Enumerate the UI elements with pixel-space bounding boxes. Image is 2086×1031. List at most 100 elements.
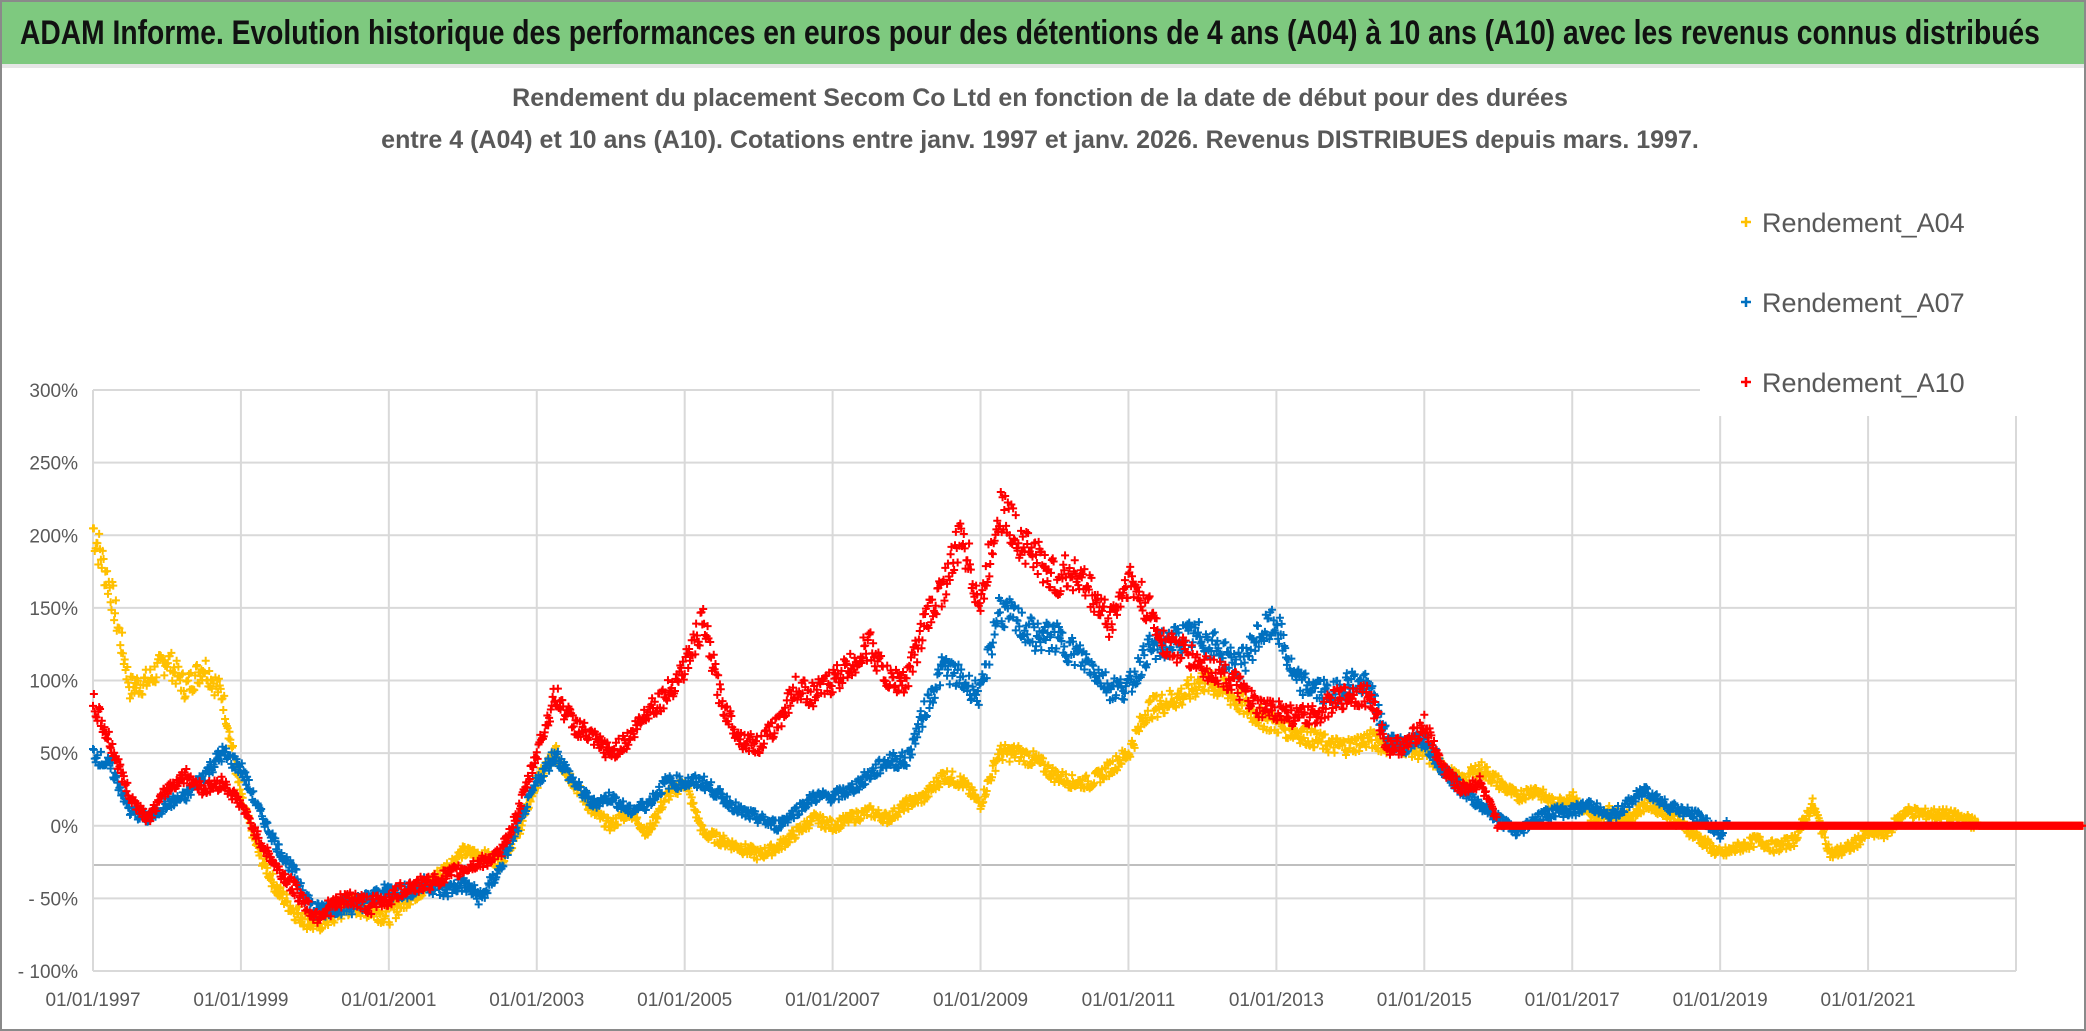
data-point [186,668,195,677]
data-point [1235,707,1244,716]
data-point [1177,684,1186,693]
data-point [172,656,181,665]
data-point [1210,628,1219,637]
data-point [385,920,394,929]
data-point [1281,725,1290,734]
data-point [1142,716,1151,725]
data-point [1005,757,1014,766]
data-point [1277,619,1286,628]
data-point [118,628,127,637]
data-point [89,524,98,533]
data-point [689,798,698,807]
data-point [1221,638,1230,647]
data-point [171,679,180,688]
data-point [916,707,925,716]
data-point [123,662,132,671]
data-point [1090,779,1099,788]
data-point [893,812,902,821]
data-point [990,630,999,639]
data-point [552,742,561,751]
data-point [120,655,129,664]
data-point [1160,709,1169,718]
data-point [98,546,107,555]
data-point [317,924,326,933]
data-point [1153,712,1162,721]
data-point [181,692,190,701]
data-point [752,855,761,864]
data-point [1141,710,1150,719]
data-point [201,656,210,665]
data-point [1241,666,1250,675]
data-point [987,773,996,782]
data-point [192,661,201,670]
data-point [613,820,622,829]
gridlines [92,389,2017,972]
data-point [553,684,562,693]
data-point [666,792,675,801]
data-point [103,589,112,598]
data-point [116,641,125,650]
data-point [924,792,933,801]
data-point [394,910,403,919]
data-point [95,529,104,538]
data-point [895,808,904,817]
data-point [982,786,991,795]
data-point [167,648,176,657]
data-point [1068,771,1077,780]
data-point [1186,694,1195,703]
data-point [1028,758,1037,767]
data-point [1135,727,1144,736]
data-point [236,785,245,794]
data-point [936,779,945,788]
data-point [945,680,954,689]
data-point [695,641,704,650]
data-point [862,811,871,820]
data-point [974,700,983,709]
data-point [693,808,702,817]
data-point [106,598,115,607]
data-point [263,863,272,872]
data-point [330,918,339,927]
data-point [964,779,973,788]
data-point [1039,754,1048,763]
data-point [118,649,127,658]
data-point [103,567,112,576]
data-point [200,669,209,678]
data-point [1253,622,1262,631]
data-point [1105,772,1114,781]
data-point [133,676,142,685]
data-point [526,797,535,806]
data-point [1361,669,1370,678]
data-point [110,616,119,625]
data-point [1157,690,1166,699]
series-Rendement_A07 [89,593,1732,921]
data-point [89,689,98,698]
data-point [1371,731,1380,740]
data-point [99,555,108,564]
data-point [1274,728,1283,737]
data-point [152,673,161,682]
data-point [1130,667,1139,676]
data-point [1299,733,1308,742]
data-point [1148,714,1157,723]
data-points [89,488,2086,935]
data-point [1340,737,1349,746]
data-point [268,869,277,878]
data-point [176,676,185,685]
data-point [205,666,214,675]
data-point [174,662,183,671]
data-point [115,624,124,633]
data-point [109,581,118,590]
data-point [653,814,662,823]
data-point [1044,761,1053,770]
data-point [979,798,988,807]
page-title: ADAM Informe. Evolution historique des p… [20,14,2040,52]
data-point [125,694,134,703]
data-point [111,609,120,618]
data-point [1175,689,1184,698]
data-point [216,684,225,693]
data-point [207,684,216,693]
data-point [1172,703,1181,712]
title-bar: ADAM Informe. Evolution historique des p… [2,2,2084,68]
data-point [791,833,800,842]
